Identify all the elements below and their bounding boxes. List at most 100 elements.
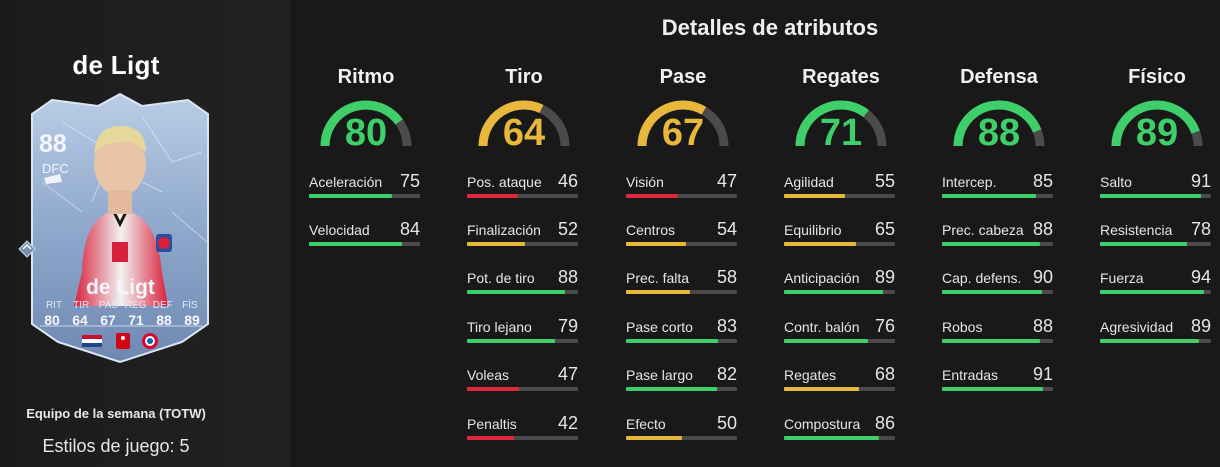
attribute-value: 88 [1032, 316, 1053, 336]
attribute-bar [467, 242, 578, 246]
attribute-bar [467, 436, 578, 440]
attribute-bar-fill [626, 339, 719, 343]
category-rating: 88 [977, 112, 1021, 154]
attribute-label: Compostura [784, 416, 861, 432]
card-stat-label: RIT [45, 300, 63, 311]
attribute-row: Entradas 91 [942, 364, 1053, 401]
attribute-value: 47 [716, 171, 737, 191]
attribute-label: Fuerza [1100, 270, 1144, 286]
attribute-bar [467, 194, 578, 198]
attribute-bar [1100, 339, 1211, 343]
card-stat-value: 80 [44, 312, 60, 328]
attribute-row: Compostura 86 [784, 413, 895, 450]
attribute-bar-fill [942, 387, 1043, 391]
gauge-fill [320, 100, 403, 147]
netherlands-flag-icon [82, 335, 102, 347]
attribute-bar [942, 387, 1053, 391]
attribute-value: 88 [1032, 219, 1053, 239]
card-position: DFC [42, 161, 69, 176]
attribute-row: Penaltis 42 [467, 413, 578, 450]
section-title: Detalles de atributos [661, 15, 879, 40]
card-stat-label: FÍS [182, 300, 198, 311]
attribute-value: 46 [557, 171, 578, 191]
attribute-row: Pot. de tiro 88 [467, 267, 578, 304]
attribute-value: 85 [1032, 171, 1053, 191]
attribute-label: Tiro lejano [467, 319, 532, 335]
category-title: Tiro [505, 66, 543, 88]
attribute-label: Pase corto [626, 319, 693, 335]
attribute-row: Robos 88 [942, 316, 1053, 353]
category-title: Ritmo [337, 66, 395, 88]
club-crest-icon [142, 333, 158, 349]
attribute-bar-fill [942, 242, 1040, 246]
attribute-bar [626, 194, 737, 198]
attribute-label: Anticipación [784, 270, 860, 286]
attribute-row: Fuerza 94 [1100, 267, 1211, 304]
attribute-bar-fill [467, 290, 565, 294]
gauge-fill [637, 100, 707, 147]
attribute-row: Intercep. 85 [942, 171, 1053, 208]
attribute-row: Anticipación 89 [784, 267, 895, 304]
attribute-bar [784, 436, 895, 440]
gauge-fill [953, 100, 1042, 147]
attribute-row: Pase largo 82 [626, 364, 737, 401]
attribute-bar-fill [1100, 242, 1187, 246]
attribute-row: Aceleración 75 [309, 171, 420, 208]
attribute-bar-fill [467, 242, 525, 246]
attribute-bar-fill [942, 339, 1040, 343]
attribute-value: 89 [874, 267, 895, 287]
attribute-bar-fill [784, 242, 857, 246]
player-card[interactable]: 88 DFC de Ligt RIT TIR PAS REG DEF FÍS 8… [22, 92, 219, 364]
attribute-bar-fill [309, 242, 403, 246]
attribute-bar [626, 339, 737, 343]
gauge-fill [478, 100, 544, 147]
attribute-bar-fill [784, 436, 880, 440]
attribute-label: Centros [626, 222, 676, 238]
attribute-value: 91 [1032, 364, 1053, 384]
attribute-bar [467, 339, 578, 343]
attribute-value: 47 [557, 364, 578, 384]
card-player-name: de Ligt [86, 276, 155, 299]
attribute-bar [784, 242, 895, 246]
category-gauge [637, 100, 729, 147]
attribute-value: 88 [557, 267, 578, 287]
card-stat-label: TIR [73, 300, 90, 311]
card-evolution-icon [18, 240, 36, 258]
attribute-value: 50 [716, 413, 737, 433]
category-gauge [795, 100, 887, 147]
category-title: Regates [802, 66, 880, 88]
attribute-bar-fill [626, 242, 686, 246]
attribute-bar [626, 436, 737, 440]
attribute-bar-fill [467, 339, 555, 343]
attribute-bar-fill [942, 194, 1037, 198]
playstyles-count[interactable]: Estilos de juego: 5 [42, 436, 190, 456]
attribute-row: Pase corto 83 [626, 316, 737, 353]
attribute-bar-fill [942, 290, 1042, 294]
attribute-bar-fill [1100, 339, 1199, 343]
attribute-bar [467, 290, 578, 294]
category-gauge [478, 100, 570, 147]
attribute-value: 75 [399, 171, 420, 191]
attribute-row: Equilibrio 65 [784, 219, 895, 256]
card-stat-label: DEF [152, 300, 173, 311]
attribute-label: Pos. ataque [467, 174, 542, 190]
attribute-bar [1100, 242, 1211, 246]
attribute-label: Equilibrio [784, 222, 842, 238]
attribute-value: 79 [557, 316, 578, 336]
attribute-bar [942, 242, 1053, 246]
category-title: Defensa [960, 66, 1038, 88]
card-stat-value: 88 [156, 312, 172, 328]
attribute-bar-fill [784, 290, 883, 294]
attribute-bar-fill [626, 290, 691, 294]
attribute-label: Prec. falta [626, 270, 690, 286]
attribute-bar [626, 387, 737, 391]
attribute-row: Centros 54 [626, 219, 737, 256]
attribute-value: 91 [1190, 171, 1211, 191]
category-gauge [320, 100, 412, 147]
attribute-label: Finalización [467, 222, 541, 238]
attribute-bar-fill [467, 387, 520, 391]
attribute-value: 68 [874, 364, 895, 384]
attribute-value: 89 [1190, 316, 1211, 336]
attribute-label: Intercep. [942, 174, 997, 190]
attribute-value: 55 [874, 171, 895, 191]
